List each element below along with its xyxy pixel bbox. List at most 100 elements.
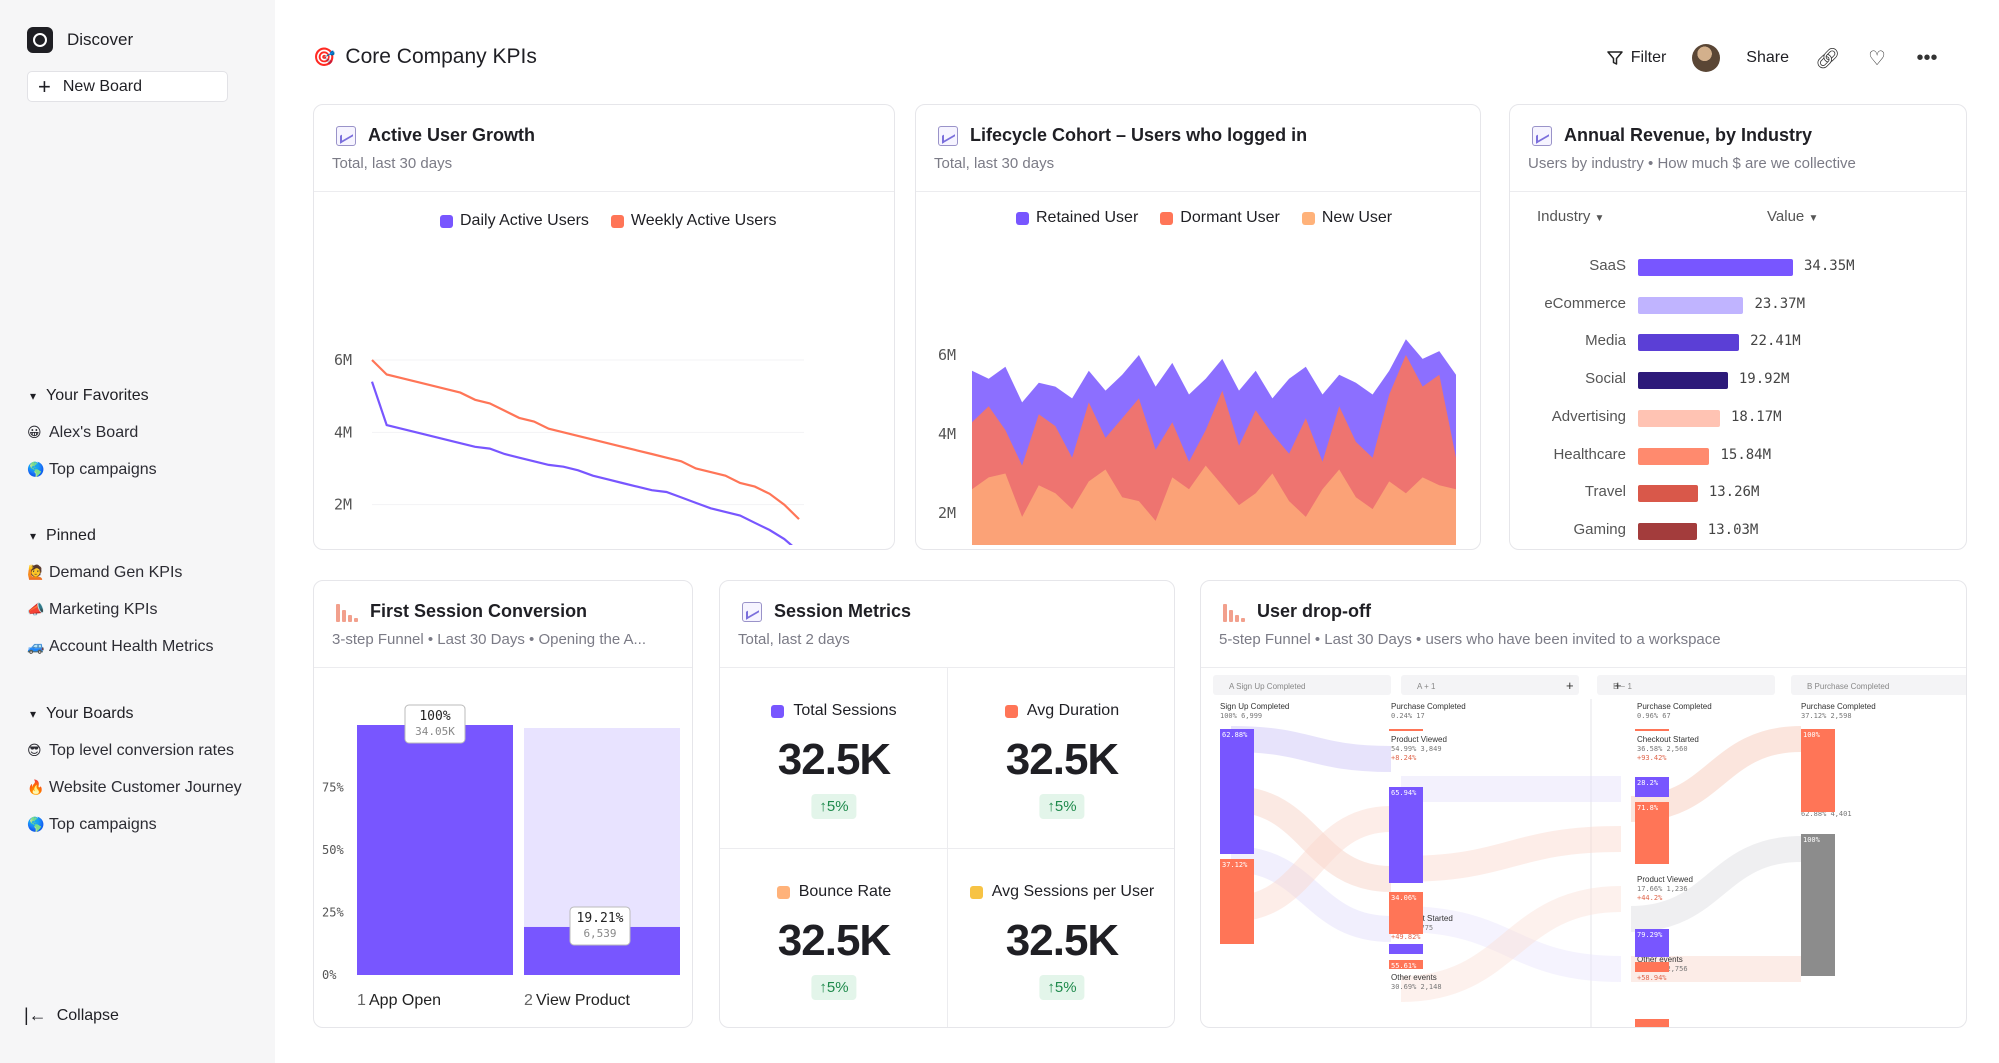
active-user-growth-card[interactable]: Active User Growth Total, last 30 days D… (313, 104, 895, 550)
sidebar-item-alexs-board[interactable]: 😀 Alex's Board (27, 414, 157, 451)
metric-label: Bounce Rate (720, 883, 948, 901)
new-board-button[interactable]: + New Board (27, 71, 228, 102)
favorites-header[interactable]: ▾ Your Favorites (27, 377, 157, 414)
category-number: 2 (524, 992, 533, 1009)
flow-node-stat: 36.58% 2,560 (1637, 745, 1688, 753)
metric-value: 32.5K (777, 735, 891, 784)
user-dropoff-card[interactable]: User drop-off 5-step Funnel • Last 30 Da… (1200, 580, 1967, 1028)
flow-bar-label: 28.2% (1637, 779, 1659, 787)
active-users-chart[interactable]: 6M4M2M0MNov 1Nov 8Nov 15 (314, 235, 894, 545)
revenue-category-label: Social (1585, 370, 1626, 388)
sidebar-item-customer-journey[interactable]: 🔥 Website Customer Journey (27, 769, 242, 806)
flow-bar-label: 79.29% (1637, 931, 1663, 939)
flow-bar (1220, 859, 1254, 944)
revenue-bar (1638, 372, 1728, 390)
flow-ribbon (1230, 846, 1392, 942)
revenue-value-label: 13.03M (1707, 521, 1759, 538)
sidebar-item-account-health[interactable]: 🚙 Account Health Metrics (27, 628, 214, 665)
avatar[interactable] (1692, 44, 1721, 72)
flow-bar-thin (1635, 962, 1669, 972)
revenue-bar (1638, 259, 1793, 276)
boards-header[interactable]: ▾ Your Boards (27, 695, 242, 732)
flow-node-stat: 0.24% 17 (1391, 712, 1425, 720)
metric-avg-duration[interactable]: Avg Duration 32.5K ↑5% (948, 669, 1174, 849)
favorites-title: Your Favorites (46, 386, 149, 404)
funnel-chart[interactable]: 75% 50% 25% 0% 100%34.05K 1 App Open 19.21%6,53… (314, 669, 692, 1028)
revenue-row[interactable]: Advertising 18.17M (1510, 408, 1966, 428)
bar-count-label: 34.05K (415, 725, 455, 738)
bar-label-box (404, 704, 466, 744)
lifecycle-chart[interactable]: 6M4M2M0MNov 4Nov 16Nov 28 (916, 235, 1480, 545)
flow-bar-thin (1635, 729, 1669, 731)
legend-item[interactable]: Retained User (1016, 209, 1138, 227)
sidebar-item-demand-gen[interactable]: 🙋 Demand Gen KPIs (27, 554, 214, 591)
filter-button[interactable]: Filter (1606, 49, 1667, 67)
discover-link[interactable]: Discover (27, 27, 133, 53)
flow-node-delta: +49.82% (1391, 933, 1421, 941)
flow-node-name: Sign Up Completed (1220, 702, 1289, 711)
collapse-button[interactable]: |← Collapse (24, 1005, 119, 1026)
card-header: Annual Revenue, by Industry Users by ind… (1510, 105, 1966, 192)
metric-bounce-rate[interactable]: Bounce Rate 32.5K ↑5% (720, 850, 948, 1027)
step-chip (1791, 675, 1966, 695)
page-title: 🎯 Core Company KPIs (313, 45, 537, 69)
annual-revenue-card[interactable]: Annual Revenue, by Industry Users by ind… (1509, 104, 1967, 550)
revenue-row[interactable]: Media 22.41M (1510, 332, 1966, 352)
card-title-text: First Session Conversion (370, 601, 588, 621)
share-button[interactable]: Share (1746, 49, 1789, 66)
lifecycle-cohort-card[interactable]: Lifecycle Cohort – Users who logged in T… (915, 104, 1481, 550)
metric-total-sessions[interactable]: Total Sessions 32.5K ↑5% (720, 669, 948, 849)
sidebar-item-top-campaigns[interactable]: 🌎 Top campaigns (27, 451, 157, 488)
y-tick-label: 6M (938, 346, 956, 364)
metric-value: 32.5K (1005, 916, 1119, 965)
revenue-row[interactable]: Social 19.92M (1510, 370, 1966, 390)
flow-bar (1635, 929, 1669, 957)
chevron-down-icon: ▾ (30, 388, 37, 403)
flow-node-name: Purchase Completed (1391, 702, 1466, 711)
metric-avg-sessions-per-user[interactable]: Avg Sessions per User 32.5K ↑5% (948, 850, 1174, 1027)
industry-column-header[interactable]: Industry ▼ (1537, 208, 1604, 225)
link-icon[interactable]: 🔗︎ (1815, 47, 1841, 70)
flow-node-name: Product Viewed (1391, 735, 1447, 744)
flow-node-delta: +8.24% (1391, 754, 1417, 762)
value-column-header[interactable]: Value ▼ (1767, 208, 1818, 225)
metric-label: Avg Duration (948, 702, 1174, 720)
flow-node-name: Purchase Completed (1801, 702, 1876, 711)
legend-item[interactable]: New User (1301, 209, 1392, 227)
pinned-header[interactable]: ▾ Pinned (27, 517, 214, 554)
legend-item[interactable]: Daily Active Users (440, 212, 589, 230)
bar-label-box (569, 906, 631, 946)
more-icon[interactable]: ••• (1916, 46, 1938, 69)
flow-node-delta: +58.94% (1637, 974, 1667, 982)
sidebar-item-top-campaigns-2[interactable]: 🌎 Top campaigns (27, 806, 242, 843)
session-metrics-card[interactable]: Session Metrics Total, last 2 days Total… (719, 580, 1175, 1028)
revenue-row[interactable]: eCommerce 23.37M (1510, 295, 1966, 315)
legend-item[interactable]: Weekly Active Users (610, 212, 776, 230)
flow-bar-label: 100% (1803, 731, 1821, 739)
flow-chart[interactable]: A Sign Up Completed A + 1 B − 1 B Purchase … (1201, 669, 1966, 1028)
revenue-row[interactable]: SaaS 34.35M (1510, 257, 1966, 277)
flow-bar (1801, 729, 1835, 812)
metric-label-text: Bounce Rate (798, 883, 892, 900)
heart-icon[interactable]: ♡ (1868, 47, 1886, 70)
legend-item[interactable]: Dormant User (1160, 209, 1280, 227)
revenue-row[interactable]: Travel 13.26M (1510, 483, 1966, 503)
revenue-row[interactable]: Gaming 13.03M (1510, 521, 1966, 541)
card-title: Active User Growth (336, 125, 535, 146)
first-session-card[interactable]: First Session Conversion 3-step Funnel •… (313, 580, 693, 1028)
card-title-text: Active User Growth (368, 125, 536, 145)
revenue-value-label: 15.84M (1720, 446, 1772, 463)
sidebar-item-marketing[interactable]: 📣 Marketing KPIs (27, 591, 214, 628)
flow-bar (1389, 892, 1423, 934)
y-tick-label: 75% (322, 781, 344, 795)
revenue-row[interactable]: Healthcare 15.84M (1510, 446, 1966, 466)
card-title-text: User drop-off (1257, 601, 1371, 621)
y-tick-label: 2M (334, 496, 352, 514)
revenue-value-label: 18.17M (1730, 408, 1782, 425)
y-tick-label: 4M (938, 425, 956, 443)
filter-label: Filter (1630, 49, 1667, 66)
step-chip-label: B − 1 (1613, 682, 1632, 691)
industry-header-label: Industry (1537, 208, 1591, 225)
funnel-icon (1223, 602, 1245, 622)
sidebar-item-conversion[interactable]: 😎 Top level conversion rates (27, 732, 242, 769)
